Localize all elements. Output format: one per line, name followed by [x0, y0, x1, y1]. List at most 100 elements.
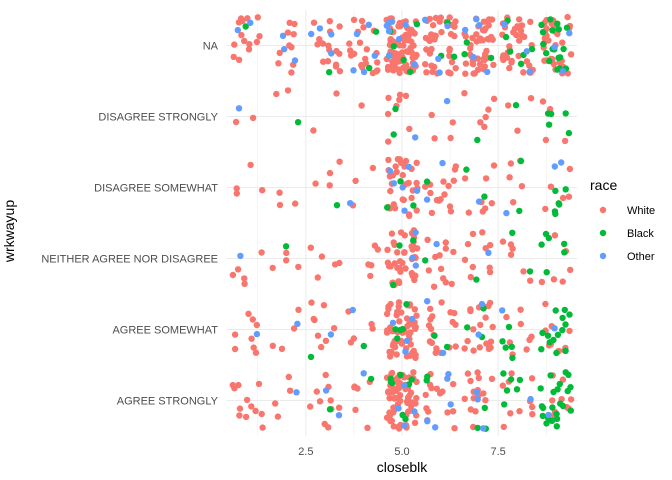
data-point [326, 18, 333, 25]
data-point [316, 398, 324, 405]
data-point [288, 69, 295, 76]
data-point [477, 35, 484, 42]
data-point [411, 419, 419, 426]
data-point [326, 406, 334, 413]
data-point [391, 395, 398, 402]
data-point [275, 60, 282, 67]
y-tick-label: DISAGREE STRONGLY [98, 112, 218, 124]
data-point [413, 179, 420, 187]
data-point [462, 60, 470, 67]
data-point [396, 392, 404, 399]
data-point [272, 400, 279, 407]
data-point [408, 194, 415, 202]
data-point [423, 196, 431, 203]
data-point [249, 114, 257, 122]
data-point [550, 276, 558, 283]
data-point [279, 32, 287, 39]
data-point [476, 60, 484, 68]
data-point [409, 272, 416, 280]
data-point [401, 382, 408, 389]
data-point [324, 58, 332, 65]
data-point [443, 97, 451, 105]
data-point [515, 52, 522, 60]
data-point [387, 187, 394, 195]
data-point [447, 134, 454, 142]
data-point [294, 119, 302, 126]
data-point [485, 249, 492, 256]
data-point [473, 389, 481, 396]
data-point [388, 349, 395, 356]
data-point [517, 157, 525, 165]
data-point [465, 209, 472, 216]
data-point [385, 388, 392, 395]
data-point [318, 253, 326, 260]
data-point [549, 27, 556, 34]
data-point [507, 251, 515, 258]
y-tick-label: AGREE STRONGLY [117, 396, 219, 408]
data-point [445, 182, 452, 190]
data-point [542, 136, 550, 144]
data-point [347, 339, 355, 346]
data-point [346, 40, 353, 47]
data-point [449, 119, 456, 126]
data-point [499, 238, 507, 245]
data-point [247, 161, 254, 169]
data-point [439, 159, 446, 167]
data-point [508, 370, 515, 377]
data-point [543, 50, 550, 57]
data-point [551, 208, 559, 215]
data-point [562, 347, 569, 354]
data-point [449, 408, 457, 415]
data-points [229, 13, 575, 432]
data-point [562, 369, 569, 376]
data-point [503, 313, 510, 321]
data-point [288, 44, 295, 51]
data-point [505, 102, 512, 109]
data-point [242, 23, 249, 30]
data-point [562, 321, 569, 328]
data-point [505, 323, 513, 331]
data-point [481, 193, 488, 200]
data-point [401, 207, 408, 214]
data-point [254, 14, 261, 21]
data-point [442, 239, 449, 246]
data-point [499, 338, 506, 345]
data-point [520, 69, 527, 76]
data-point [236, 412, 243, 419]
data-point [351, 384, 358, 391]
data-point [387, 37, 394, 44]
data-point [486, 299, 494, 307]
data-point [408, 399, 415, 406]
data-point [356, 39, 364, 46]
data-point [501, 401, 508, 408]
data-point [502, 344, 509, 351]
data-point [234, 266, 242, 273]
data-point [451, 32, 458, 40]
data-point [529, 403, 536, 411]
data-point [386, 173, 394, 180]
data-point [411, 408, 418, 415]
data-point [564, 387, 571, 395]
data-point [490, 95, 498, 103]
data-point [566, 327, 573, 335]
data-point [482, 397, 489, 404]
data-point [295, 263, 302, 271]
data-point [470, 326, 477, 333]
data-point [233, 190, 240, 197]
data-point [482, 113, 489, 121]
data-point [517, 320, 524, 328]
data-point [546, 339, 553, 346]
data-point [556, 380, 563, 388]
data-point [429, 22, 437, 29]
data-point [248, 335, 255, 342]
data-point [433, 385, 440, 392]
legend-label: White [627, 205, 655, 217]
data-point [545, 234, 552, 242]
data-point [546, 57, 553, 65]
data-point [423, 69, 430, 76]
data-point [409, 254, 416, 261]
data-point [490, 162, 498, 169]
data-point [413, 312, 420, 319]
data-point [469, 230, 477, 238]
